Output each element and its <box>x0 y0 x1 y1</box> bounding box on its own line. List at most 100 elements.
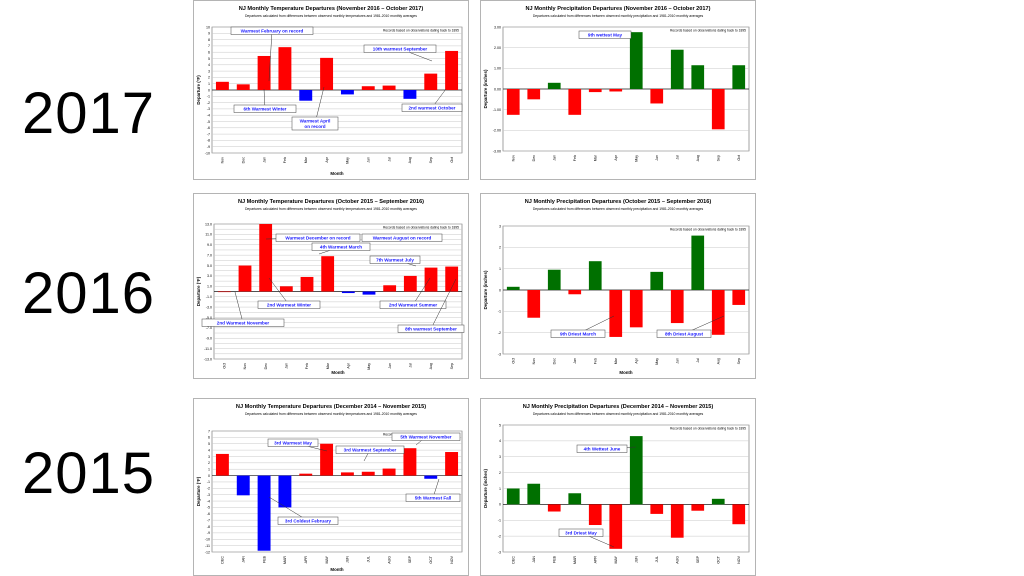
bar-mar <box>321 256 335 292</box>
x-tick-label: May <box>634 155 638 162</box>
bar-may <box>650 271 664 290</box>
annotation-box <box>311 242 371 251</box>
x-tick-label: MAR <box>573 556 577 564</box>
x-tick-label: Nov <box>221 157 225 164</box>
x-tick-label: Mar <box>614 357 618 364</box>
x-tick-label: JAN <box>532 556 536 563</box>
y-tick-label: 7 <box>208 429 210 433</box>
bar-mar <box>568 493 582 505</box>
x-axis-label: Month <box>330 567 343 572</box>
annotation-box <box>361 233 443 242</box>
annotation-box <box>401 103 463 112</box>
annotation-box <box>391 432 461 441</box>
x-axis-label: Month <box>330 171 343 176</box>
annotation-leader <box>412 277 431 305</box>
annotation-label: 8th warmest September <box>405 326 457 331</box>
annotation-label: 6th Warmest Winter <box>244 106 287 111</box>
y-tick-label: 10 <box>206 25 210 29</box>
y-axis-label: Departure (inches) <box>483 270 488 309</box>
bar-sep <box>403 448 417 476</box>
x-tick-label: Mar <box>326 362 330 369</box>
x-tick-label: Dec <box>264 363 268 370</box>
x-tick-label: Jul <box>675 155 679 160</box>
annotation-box <box>379 300 447 309</box>
y-tick-label: -2 <box>207 101 210 105</box>
x-tick-label: Oct <box>737 155 741 161</box>
y-tick-label: -9 <box>207 531 210 535</box>
annotation-label: 8th Driest August <box>665 331 704 336</box>
y-tick-label: 0 <box>499 288 501 292</box>
y-tick-label: -6 <box>207 126 210 130</box>
x-tick-label: OCT <box>716 555 720 563</box>
annotation-box <box>230 26 314 35</box>
x-tick-label: Jul <box>409 363 413 368</box>
chart-precip-2015: NJ Monthly Precipitation Departures (Dec… <box>480 398 756 576</box>
bar-may <box>629 32 643 89</box>
y-tick-label: 6 <box>208 436 210 440</box>
year-label-2015: 2015 <box>22 441 156 506</box>
bar-jul <box>650 504 664 514</box>
x-tick-label: Sep <box>450 363 454 369</box>
annotation-box <box>576 444 628 453</box>
x-tick-label: Aug <box>429 363 433 369</box>
y-axis-label: Departure (°F) <box>196 476 201 506</box>
bar-feb <box>588 261 602 290</box>
y-tick-label: -1 <box>498 519 501 523</box>
year-label-2016: 2016 <box>22 261 156 326</box>
annotation-box <box>550 329 606 338</box>
y-tick-label: 4 <box>208 448 210 452</box>
chart-subtitle: Departures calculated from differences b… <box>245 412 417 416</box>
annotation-box <box>558 528 604 537</box>
bar-aug <box>670 504 684 538</box>
bar-feb <box>568 89 582 115</box>
y-tick-label: 5 <box>499 423 501 427</box>
x-tick-label: SEP <box>408 555 412 563</box>
bar-aug <box>711 290 725 335</box>
y-tick-label: 5 <box>208 442 210 446</box>
chart-svg: NJ Monthly Temperature Departures (Octob… <box>196 199 465 375</box>
bar-sep <box>424 73 438 90</box>
chart-subtitle: Departures calculated from differences b… <box>245 207 417 211</box>
y-tick-label: 1 <box>208 82 210 86</box>
bar-mar <box>299 90 313 101</box>
chart-precip-2017: NJ Monthly Precipitation Departures (Nov… <box>480 0 756 180</box>
annotation-label: 2nd Warmest Summer <box>389 302 438 307</box>
records-note: Records based on observations dating bac… <box>670 228 746 232</box>
y-tick-label: 3 <box>208 69 210 73</box>
x-tick-label: APR <box>593 556 597 564</box>
x-tick-label: Mar <box>304 156 308 163</box>
y-tick-label: -8 <box>207 139 210 143</box>
x-tick-label: Sep <box>429 157 433 163</box>
annotation-label: Warmest February on record <box>241 28 304 33</box>
bar-apr <box>299 473 313 476</box>
y-tick-label: 2 <box>208 461 210 465</box>
bar-sep <box>711 89 725 130</box>
y-tick-label: 13.0 <box>205 222 212 226</box>
annotation-box <box>656 329 712 338</box>
bar-apr <box>609 89 623 92</box>
x-tick-label: NOV <box>737 555 741 563</box>
bar-jul <box>382 85 396 90</box>
chart-title: NJ Monthly Precipitation Departures (Oct… <box>525 199 712 205</box>
y-tick-label: -5.0 <box>206 316 212 320</box>
y-tick-label: 1.0 <box>207 285 212 289</box>
bar-jun <box>650 89 664 104</box>
bar-jan <box>568 290 582 295</box>
y-tick-label: 8 <box>208 38 210 42</box>
chart-svg: NJ Monthly Precipitation Departures (Dec… <box>483 404 750 564</box>
annotation-leader <box>268 277 290 305</box>
x-tick-label: MAY <box>325 555 329 563</box>
bar-feb <box>300 276 314 292</box>
bar-jul <box>691 235 705 290</box>
annotation-box <box>335 445 405 454</box>
x-tick-label: Aug <box>716 358 720 364</box>
bar-may <box>609 504 623 549</box>
bar-apr <box>588 504 602 526</box>
y-tick-label: 7 <box>208 44 210 48</box>
bar-sep <box>445 266 459 292</box>
x-tick-label: OCT <box>429 555 433 563</box>
bar-sep <box>732 290 746 305</box>
bar-oct <box>506 286 520 290</box>
bar-apr <box>320 57 334 90</box>
x-tick-label: Jun <box>655 155 659 161</box>
